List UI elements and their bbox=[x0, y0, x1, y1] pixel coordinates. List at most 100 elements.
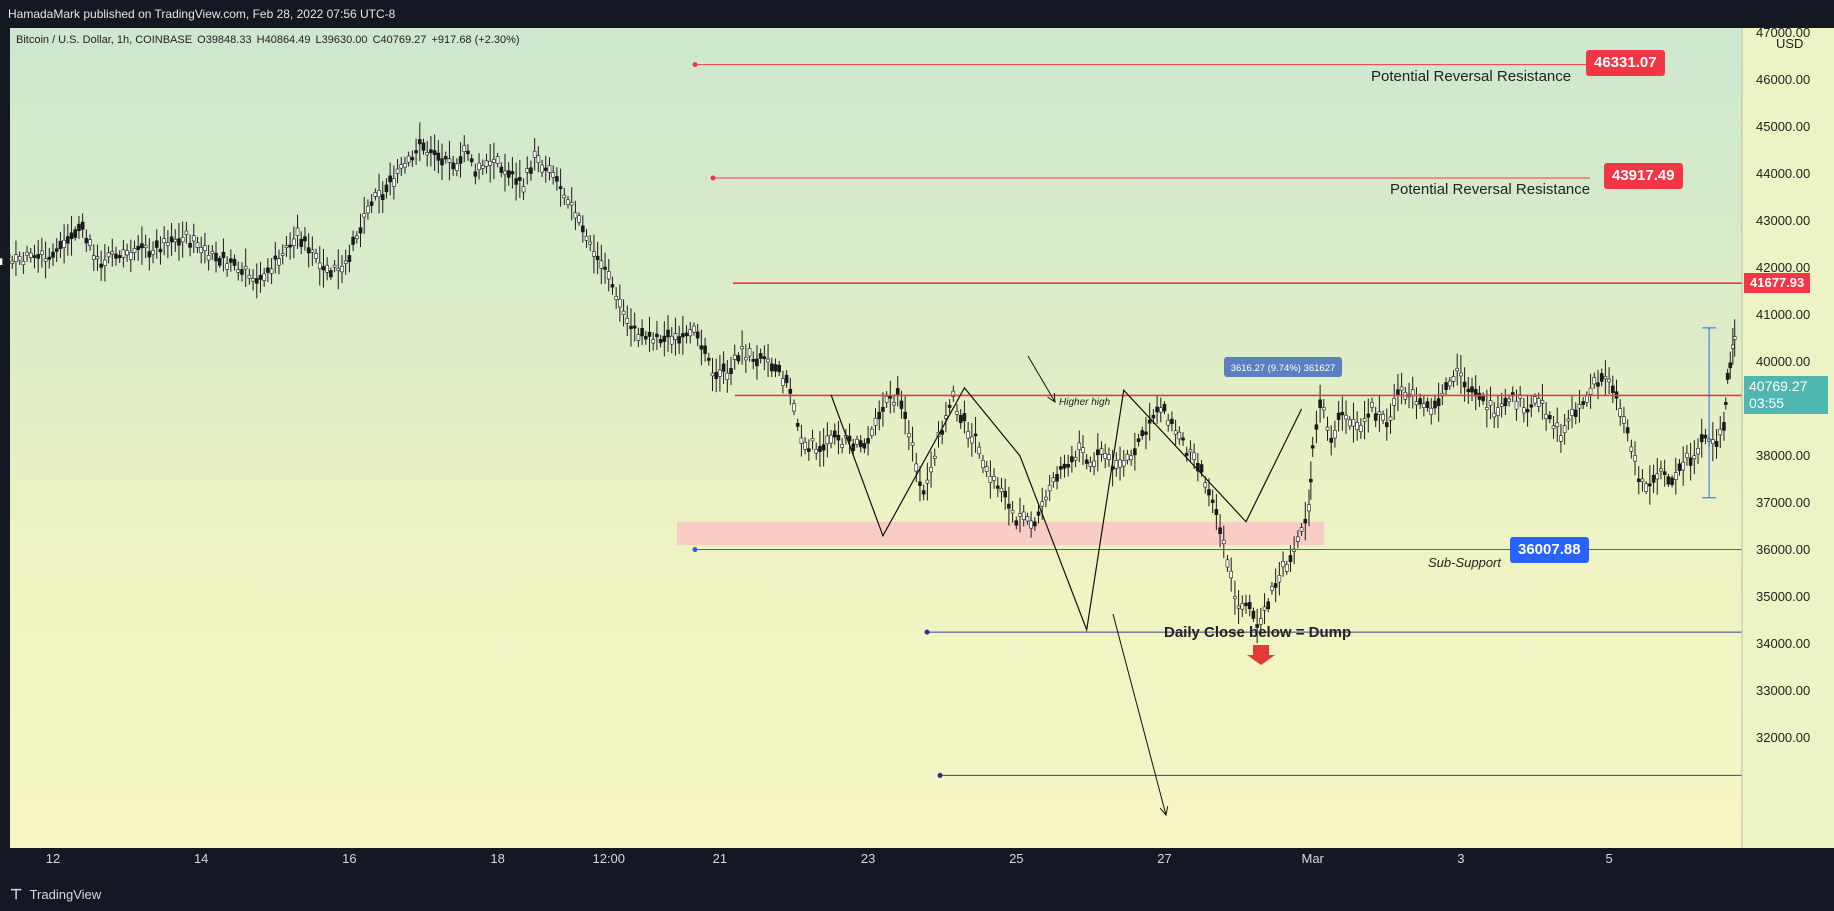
candle-body bbox=[1225, 559, 1230, 568]
x-tick-label: 23 bbox=[861, 851, 875, 866]
candle-body bbox=[1466, 388, 1471, 393]
dump-arrow-head[interactable] bbox=[1159, 806, 1169, 817]
candle-body bbox=[1273, 583, 1278, 588]
candle-body bbox=[551, 172, 555, 178]
candle-body bbox=[1299, 527, 1304, 532]
candle-body bbox=[221, 251, 226, 258]
level-lines[interactable] bbox=[692, 62, 1743, 778]
level-anchor[interactable] bbox=[692, 62, 698, 68]
candle-body bbox=[1381, 414, 1385, 421]
level-price-badge[interactable]: 43917.49 bbox=[1604, 162, 1683, 189]
level-anchor[interactable] bbox=[692, 547, 698, 553]
candle-body bbox=[699, 345, 704, 350]
candle-body bbox=[1229, 570, 1233, 579]
candle-body bbox=[288, 244, 292, 248]
candle-body bbox=[518, 177, 522, 181]
candle-body bbox=[184, 230, 189, 235]
candle-body bbox=[1070, 456, 1074, 463]
x-tick-label: 3 bbox=[1457, 851, 1464, 866]
candle-body bbox=[1488, 400, 1493, 406]
candle-body bbox=[299, 238, 304, 247]
candle-body bbox=[351, 236, 355, 245]
candle-body bbox=[1084, 459, 1089, 464]
candle-body bbox=[884, 396, 889, 403]
candle-body bbox=[1284, 564, 1289, 572]
candle-body bbox=[240, 269, 244, 275]
candle-body bbox=[62, 239, 66, 248]
candle-body bbox=[117, 255, 122, 259]
candle-body bbox=[740, 346, 744, 350]
candle-body bbox=[336, 268, 341, 271]
candle-body bbox=[1731, 344, 1735, 349]
candle-body bbox=[432, 150, 437, 156]
candle-body bbox=[177, 238, 181, 246]
candle-body bbox=[595, 255, 600, 261]
level-price-badge[interactable]: 41677.93 bbox=[1744, 273, 1811, 294]
tradingview-icon: ⊤ bbox=[10, 886, 23, 902]
down-arrow-icon bbox=[1247, 645, 1275, 665]
candle-body bbox=[492, 159, 496, 163]
candle-body bbox=[332, 264, 337, 268]
candle-body bbox=[1418, 398, 1422, 405]
candle-body bbox=[28, 252, 33, 258]
level-anchor[interactable] bbox=[710, 175, 716, 181]
candle-body bbox=[1162, 403, 1167, 412]
candle-body bbox=[1573, 409, 1578, 417]
level-price-badge[interactable]: 46331.07 bbox=[1586, 49, 1665, 76]
candle-body bbox=[1414, 401, 1419, 406]
candle-body bbox=[658, 339, 663, 344]
candle-body bbox=[1092, 460, 1096, 467]
measure-label-bg[interactable] bbox=[1224, 357, 1342, 377]
candle-body bbox=[47, 256, 52, 260]
support-anchor[interactable] bbox=[924, 629, 930, 635]
candle-body bbox=[277, 258, 281, 266]
pattern-lines[interactable] bbox=[830, 386, 1303, 633]
candle-body bbox=[762, 356, 767, 360]
price-chart[interactable]: 3616.27 (9.74%) 361627 Higher high Daily C… bbox=[0, 0, 1834, 878]
candle-body bbox=[1355, 422, 1359, 430]
candle-body bbox=[1696, 447, 1700, 455]
candle-body bbox=[1485, 407, 1489, 411]
candle-body bbox=[807, 448, 811, 452]
candle-body bbox=[1003, 490, 1007, 498]
candle-body bbox=[1188, 449, 1193, 453]
candle-body bbox=[1724, 402, 1728, 405]
higher-high-arrow[interactable] bbox=[1027, 355, 1056, 403]
candle-body bbox=[1677, 463, 1682, 472]
candle-body bbox=[1692, 455, 1697, 460]
candle-body bbox=[303, 236, 307, 242]
candle-body bbox=[1396, 389, 1400, 396]
candle-body bbox=[1636, 478, 1641, 482]
candle-body bbox=[792, 403, 796, 412]
candle-body bbox=[1370, 402, 1374, 408]
candle-body bbox=[1033, 521, 1037, 527]
dump-arrow[interactable] bbox=[1112, 613, 1167, 816]
candle-body bbox=[569, 202, 574, 206]
candle-body bbox=[295, 227, 300, 236]
candle-body bbox=[143, 244, 148, 248]
support-anchor[interactable] bbox=[937, 772, 943, 778]
candle-body bbox=[443, 156, 448, 160]
candle-body bbox=[262, 273, 266, 281]
chart-area[interactable] bbox=[10, 28, 1834, 875]
resistance-label: Potential Reversal Resistance bbox=[1390, 180, 1591, 198]
candle-body bbox=[992, 476, 996, 481]
candle-body bbox=[343, 260, 348, 264]
tradingview-logo[interactable]: ⊤ TradingView bbox=[10, 878, 101, 911]
higher-high-arrow-head[interactable] bbox=[1047, 392, 1056, 403]
candle-body bbox=[362, 213, 367, 218]
candle-body bbox=[788, 388, 793, 394]
candle-body bbox=[421, 142, 426, 151]
x-tick-label: 14 bbox=[194, 851, 208, 866]
candle-body bbox=[1655, 473, 1660, 480]
candle-body bbox=[506, 170, 511, 178]
candle-body bbox=[1055, 473, 1059, 482]
candle-body bbox=[1318, 399, 1322, 408]
candle-body bbox=[536, 155, 541, 163]
drawings[interactable]: 3616.27 (9.74%) 361627 Higher high Daily C… bbox=[830, 327, 1717, 817]
candle-body bbox=[380, 194, 385, 201]
candle-body bbox=[1492, 412, 1497, 418]
candle-body bbox=[1103, 453, 1108, 459]
sub-support-badge[interactable]: 36007.88 bbox=[1510, 536, 1589, 563]
candle-body bbox=[736, 355, 741, 362]
